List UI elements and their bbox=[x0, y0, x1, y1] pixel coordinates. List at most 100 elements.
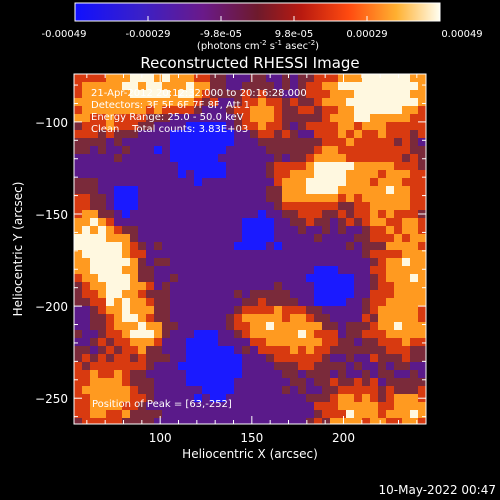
image-pixel bbox=[226, 402, 235, 411]
image-pixel bbox=[362, 154, 371, 163]
image-pixel bbox=[234, 394, 243, 403]
image-pixel bbox=[162, 322, 171, 331]
image-pixel bbox=[210, 90, 219, 99]
image-pixel bbox=[178, 162, 187, 171]
image-pixel bbox=[138, 162, 147, 171]
image-pixel bbox=[298, 162, 307, 171]
image-pixel bbox=[378, 122, 387, 131]
image-pixel bbox=[178, 138, 187, 147]
image-pixel bbox=[114, 394, 123, 403]
image-pixel bbox=[242, 82, 251, 91]
image-pixel bbox=[314, 378, 323, 387]
image-pixel bbox=[274, 338, 283, 347]
image-pixel bbox=[330, 218, 339, 227]
image-pixel bbox=[250, 338, 259, 347]
image-pixel bbox=[226, 98, 235, 107]
image-pixel bbox=[402, 258, 411, 267]
image-pixel bbox=[346, 258, 355, 267]
image-pixel bbox=[218, 218, 227, 227]
image-pixel bbox=[98, 170, 107, 179]
image-pixel bbox=[242, 330, 251, 339]
image-pixel bbox=[298, 386, 307, 395]
image-pixel bbox=[170, 298, 179, 307]
image-pixel bbox=[338, 162, 347, 171]
image-pixel bbox=[258, 322, 267, 331]
image-pixel bbox=[354, 250, 363, 259]
image-pixel bbox=[138, 346, 147, 355]
image-pixel bbox=[82, 410, 91, 419]
image-pixel bbox=[290, 146, 299, 155]
colorbar-tick-label: 0.00029 bbox=[346, 29, 387, 40]
image-pixel bbox=[338, 114, 347, 123]
image-pixel bbox=[322, 186, 331, 195]
image-pixel bbox=[98, 386, 107, 395]
image-pixel bbox=[418, 202, 426, 211]
image-pixel bbox=[282, 178, 291, 187]
image-pixel bbox=[194, 418, 203, 424]
image-pixel bbox=[370, 258, 379, 267]
image-pixel bbox=[162, 226, 171, 235]
image-pixel bbox=[306, 74, 315, 83]
image-pixel bbox=[258, 162, 267, 171]
image-pixel bbox=[82, 82, 91, 91]
image-pixel bbox=[146, 258, 155, 267]
image-pixel bbox=[322, 306, 331, 315]
image-pixel bbox=[114, 298, 123, 307]
image-pixel bbox=[186, 82, 195, 91]
image-pixel bbox=[98, 210, 107, 219]
image-pixel bbox=[402, 346, 411, 355]
image-pixel bbox=[242, 314, 251, 323]
image-pixel bbox=[74, 418, 83, 424]
image-pixel bbox=[186, 122, 195, 131]
info-detectors: Detectors: 3F 5F 6F 7F 8F, Att 1 bbox=[91, 100, 250, 111]
image-pixel bbox=[386, 234, 395, 243]
image-pixel bbox=[386, 266, 395, 275]
image-pixel bbox=[250, 154, 259, 163]
image-pixel bbox=[410, 410, 419, 419]
image-pixel bbox=[402, 362, 411, 371]
image-pixel bbox=[82, 330, 91, 339]
image-pixel bbox=[258, 218, 267, 227]
image-pixel bbox=[154, 202, 163, 211]
image-pixel bbox=[178, 146, 187, 155]
image-pixel bbox=[370, 130, 379, 139]
image-pixel bbox=[266, 170, 275, 179]
image-pixel bbox=[162, 354, 171, 363]
image-pixel bbox=[234, 290, 243, 299]
image-pixel bbox=[186, 90, 195, 99]
image-pixel bbox=[258, 74, 267, 83]
image-pixel bbox=[210, 186, 219, 195]
image-pixel bbox=[338, 250, 347, 259]
image-pixel bbox=[186, 370, 195, 379]
image-pixel bbox=[386, 122, 395, 131]
image-pixel bbox=[162, 178, 171, 187]
image-pixel bbox=[402, 178, 411, 187]
image-pixel bbox=[290, 186, 299, 195]
image-pixel bbox=[210, 82, 219, 91]
image-pixel bbox=[250, 354, 259, 363]
image-pixel bbox=[170, 170, 179, 179]
image-pixel bbox=[314, 330, 323, 339]
image-pixel bbox=[418, 74, 426, 83]
image-pixel bbox=[354, 74, 363, 83]
image-pixel bbox=[290, 202, 299, 211]
image-pixel bbox=[146, 250, 155, 259]
image-pixel bbox=[378, 234, 387, 243]
image-pixel bbox=[394, 258, 403, 267]
image-pixel bbox=[370, 194, 379, 203]
image-pixel bbox=[306, 186, 315, 195]
image-pixel bbox=[146, 218, 155, 227]
image-pixel bbox=[74, 146, 83, 155]
image-pixel bbox=[162, 338, 171, 347]
image-pixel bbox=[306, 418, 315, 424]
info-time-range: 21-Apr-2012 20:12:32.000 to 20:16:28.000 bbox=[91, 88, 307, 99]
image-pixel bbox=[242, 162, 251, 171]
image-pixel bbox=[114, 354, 123, 363]
image-pixel bbox=[266, 306, 275, 315]
image-pixel bbox=[266, 242, 275, 251]
image-pixel bbox=[178, 298, 187, 307]
image-pixel bbox=[338, 146, 347, 155]
image-pixel bbox=[106, 130, 115, 139]
image-pixel bbox=[394, 106, 403, 115]
image-pixel bbox=[378, 218, 387, 227]
